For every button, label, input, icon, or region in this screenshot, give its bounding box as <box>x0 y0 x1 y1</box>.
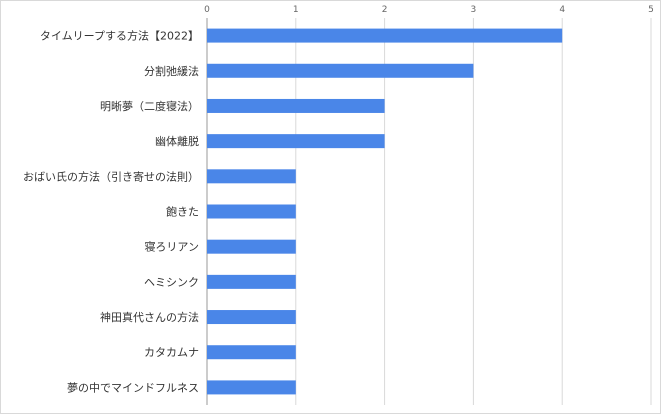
bar <box>207 28 563 43</box>
bar <box>207 239 296 254</box>
x-tick-label: 4 <box>559 5 565 15</box>
bar <box>207 310 296 325</box>
category-label: 明晰夢（二度寝法） <box>100 99 199 113</box>
category-label: タイムリープする方法【2022】 <box>40 29 199 43</box>
category-label: 寝ろリアン <box>144 240 199 254</box>
bar <box>207 134 385 149</box>
category-label: ヘミシンク <box>144 276 199 289</box>
bar <box>207 169 296 184</box>
bar <box>207 380 296 395</box>
x-tick-label: 0 <box>204 5 210 15</box>
bars <box>207 28 563 395</box>
x-tick-label: 5 <box>648 5 654 15</box>
x-axis-ticks: 0 1 2 3 4 5 <box>204 5 654 15</box>
category-label: 幽体離脱 <box>155 134 199 148</box>
bar <box>207 98 385 113</box>
bar <box>207 63 474 78</box>
category-label: 飽きた <box>166 205 199 219</box>
category-label: 夢の中でマインドフルネス <box>67 381 199 394</box>
x-tick-label: 3 <box>471 5 477 15</box>
category-label: 神田真代さんの方法 <box>100 310 199 324</box>
gridlines <box>206 18 652 405</box>
bar <box>207 345 296 360</box>
category-label: カタカムナ <box>144 346 199 359</box>
x-tick-label: 1 <box>293 5 299 15</box>
bar <box>207 274 296 289</box>
bar <box>207 204 296 219</box>
category-label: 分割弛緩法 <box>144 64 199 78</box>
category-label: おばい氏の方法（引き寄せの法則） <box>23 169 199 183</box>
x-tick-label: 2 <box>382 5 388 15</box>
